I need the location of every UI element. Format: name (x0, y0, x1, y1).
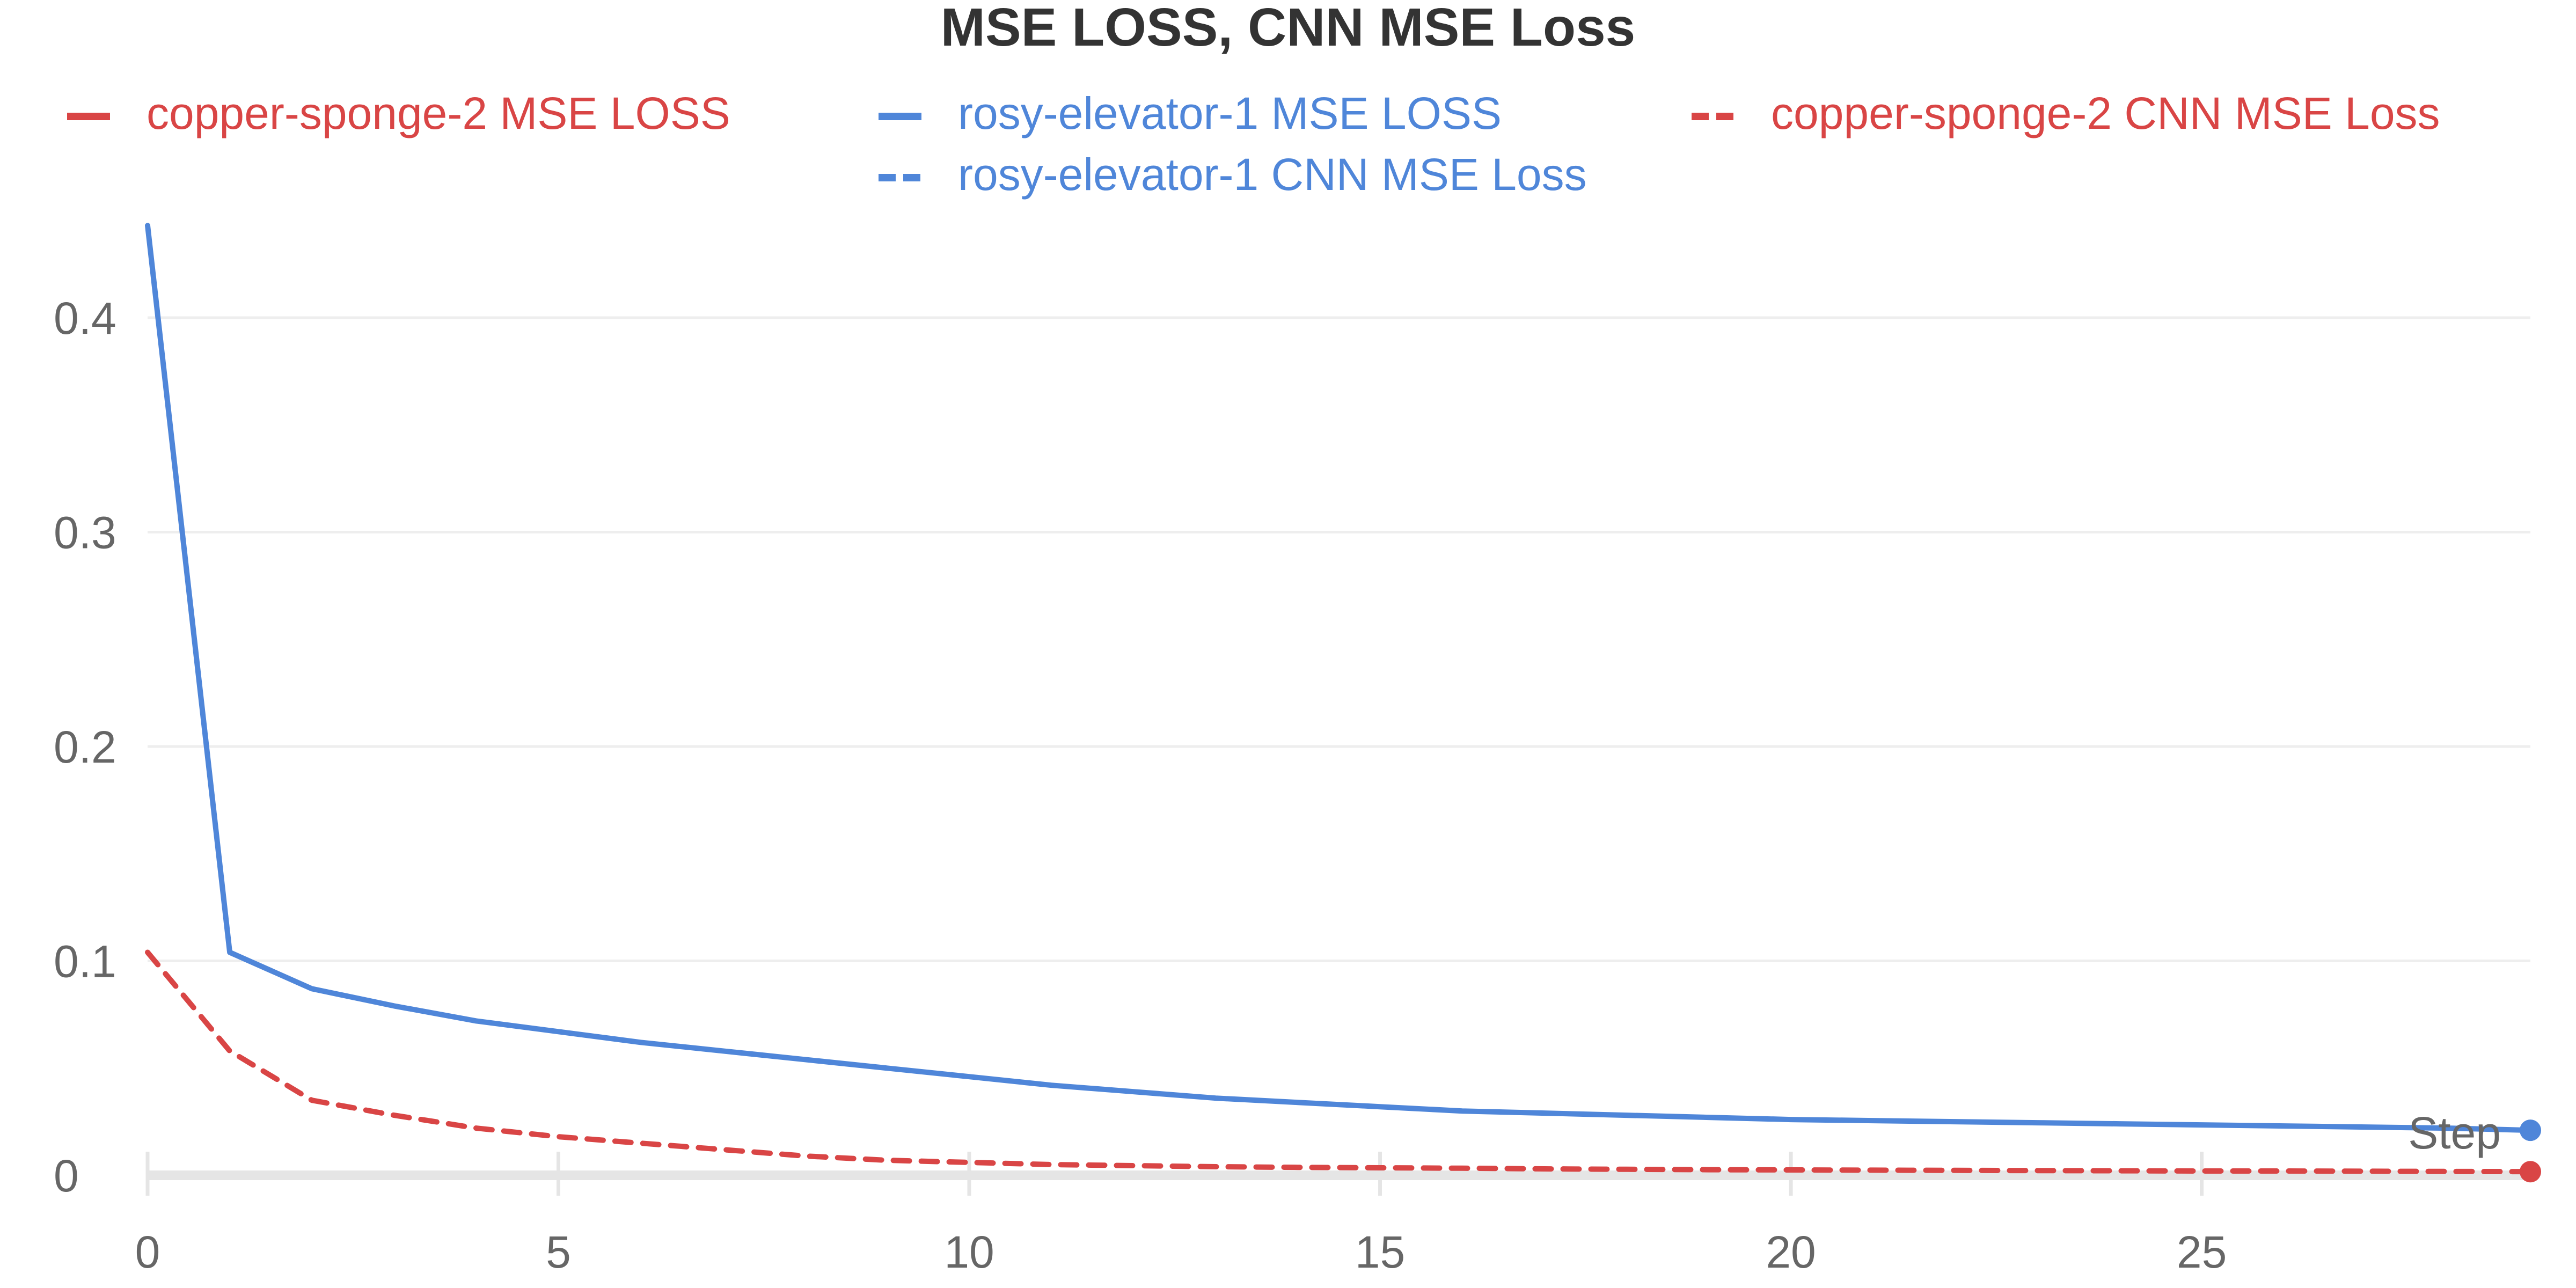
x-tick-label: 20 (1766, 1227, 1816, 1277)
legend-label-rosy-elevator-1-mse-loss: rosy-elevator-1 MSE LOSS (958, 88, 1502, 138)
legend-item-copper-sponge-2-cnn-mse-loss[interactable]: copper-sponge-2 CNN MSE Loss (1692, 88, 2440, 138)
x-tick-label: 0 (135, 1227, 160, 1277)
legend: copper-sponge-2 MSE LOSS rosy-elevator-1… (67, 88, 2440, 200)
grid-lines (148, 316, 2530, 1180)
x-tick-label: 10 (944, 1227, 994, 1277)
series-end-point-copper-sponge-2-cnn-mse-loss (2520, 1161, 2541, 1183)
legend-label-copper-sponge-2-cnn-mse-loss: copper-sponge-2 CNN MSE Loss (1771, 88, 2440, 138)
y-tick-label: 0.3 (54, 508, 116, 558)
y-tick-label: 0 (54, 1151, 79, 1201)
x-tick-marks (145, 1152, 2204, 1196)
y-tick-label: 0.4 (54, 293, 116, 343)
series-line-copper-sponge-2-cnn-mse-loss (145, 949, 2533, 1175)
legend-item-rosy-elevator-1-cnn-mse-loss[interactable]: rosy-elevator-1 CNN MSE Loss (879, 149, 1587, 200)
legend-item-copper-sponge-2-mse-loss[interactable]: copper-sponge-2 MSE LOSS (67, 88, 730, 138)
y-tick-label: 0.2 (54, 722, 116, 772)
x-tick-label: 15 (1355, 1227, 1405, 1277)
x-axis-label: Step (2408, 1108, 2501, 1158)
x-tick-label: 5 (546, 1227, 571, 1277)
series-end-point-rosy-elevator-1-mse-loss (2520, 1119, 2541, 1141)
chart-title: MSE LOSS, CNN MSE Loss (941, 0, 1636, 57)
legend-item-rosy-elevator-1-mse-loss[interactable]: rosy-elevator-1 MSE LOSS (879, 88, 1502, 138)
x-tick-label: 25 (2177, 1227, 2227, 1277)
series-line-rosy-elevator-1-mse-loss (145, 223, 2533, 1133)
plot-area: 0 0.1 0.2 0.3 0.4 0 5 10 15 20 25 (54, 223, 2541, 1277)
axis-tick-labels: 0 0.1 0.2 0.3 0.4 0 5 10 15 20 25 (54, 293, 2227, 1277)
y-tick-label: 0.1 (54, 936, 116, 987)
series-lines (145, 223, 2541, 1183)
legend-label-rosy-elevator-1-cnn-mse-loss: rosy-elevator-1 CNN MSE Loss (958, 149, 1587, 200)
legend-label-copper-sponge-2-mse-loss: copper-sponge-2 MSE LOSS (147, 88, 730, 138)
